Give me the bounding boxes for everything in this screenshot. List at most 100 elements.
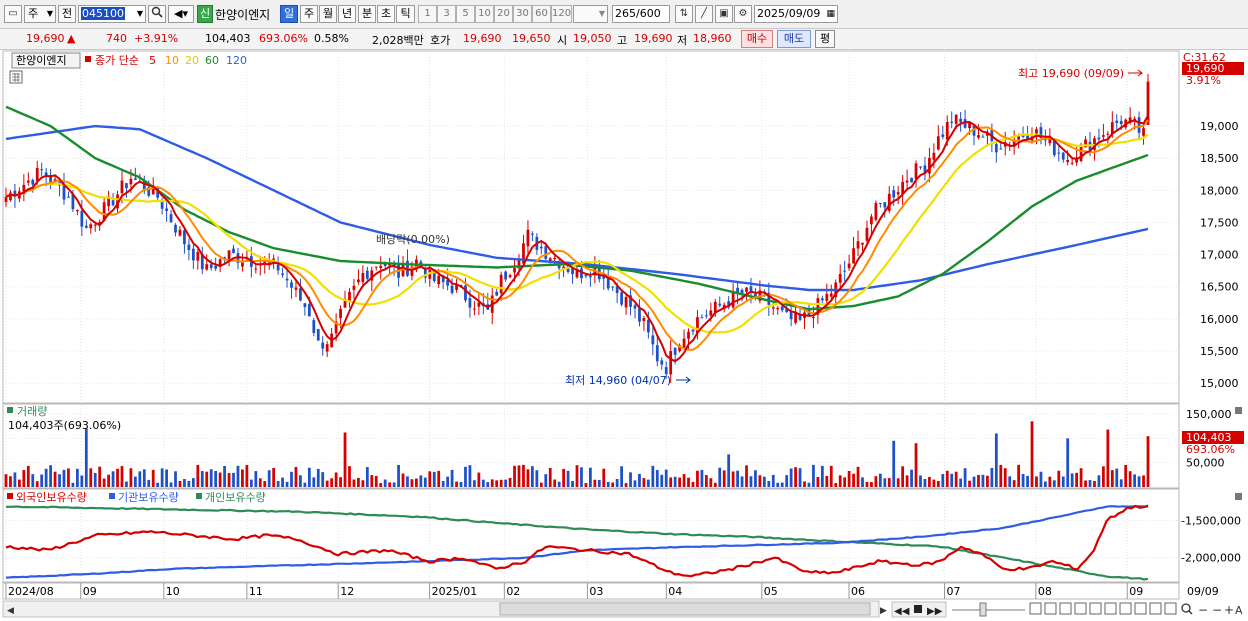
panel-close-icon[interactable] <box>1235 407 1242 414</box>
volume-bar <box>44 468 48 487</box>
period-tab-tick[interactable]: 틱 <box>396 5 415 23</box>
unit-20[interactable]: 20 <box>494 5 513 23</box>
sell-button[interactable]: 매도 <box>777 30 811 48</box>
scroll-right-icon[interactable]: ▶ <box>880 606 887 616</box>
volume-bar <box>575 465 579 487</box>
panel-close-icon[interactable] <box>1235 493 1242 500</box>
volume-bar <box>1093 480 1096 487</box>
candle-body <box>464 285 467 301</box>
unit-3[interactable]: 3 <box>437 5 456 23</box>
volume-bar <box>446 476 450 487</box>
prev-button[interactable]: 전 <box>58 5 76 23</box>
view-layout-icon[interactable] <box>1149 602 1162 615</box>
unit-30[interactable]: 30 <box>513 5 532 23</box>
calendar-icon: ▦ <box>826 9 835 19</box>
institution-legend-marker <box>109 493 115 499</box>
individual-legend-marker <box>196 493 202 499</box>
zoom-out-icon[interactable]: − <box>1198 603 1208 617</box>
view-export-icon[interactable] <box>1134 602 1147 615</box>
view-settings-icon[interactable] <box>1164 602 1177 615</box>
candle-body <box>776 307 780 310</box>
candle-body <box>642 318 646 322</box>
candle-body <box>1039 127 1043 139</box>
unit-120[interactable]: 120 <box>551 5 572 23</box>
volume-bar <box>129 468 133 487</box>
volume-bar <box>731 471 735 487</box>
chart-area[interactable]: 한양이엔지 종가 단순 5 10 20 60 120 19,00018,5001… <box>0 50 1248 621</box>
unit-10[interactable]: 10 <box>475 5 494 23</box>
volume-bar <box>789 468 793 487</box>
period-tab-year[interactable]: 년 <box>338 5 356 23</box>
rewind-icon[interactable]: ◀◀ <box>894 606 910 617</box>
volume-bar <box>321 472 325 487</box>
zoom-in-icon[interactable]: ⇅ <box>675 5 693 23</box>
speaker-icon[interactable]: ◀▾ <box>168 5 194 23</box>
candle-body <box>1066 160 1070 163</box>
candle-body <box>504 271 508 280</box>
volume-bar <box>258 478 262 487</box>
buy-button[interactable]: 매수 <box>741 30 773 48</box>
zoom-reset-icon[interactable]: − <box>1212 603 1222 617</box>
volume-bar <box>504 479 508 487</box>
candle-body <box>285 278 289 281</box>
candle-body <box>67 196 70 198</box>
view-print-icon[interactable] <box>1119 602 1132 615</box>
volume-bar <box>807 482 811 487</box>
candle-body <box>379 265 383 269</box>
volume-bar <box>307 467 311 487</box>
draw-tool-icon[interactable]: ╱ <box>695 5 713 23</box>
market-type-select[interactable]: 주 ▼ <box>24 5 56 23</box>
candle-body <box>901 181 905 195</box>
candle-body <box>437 275 441 285</box>
font-size-icon[interactable]: A <box>1235 604 1243 617</box>
scrollbar-thumb[interactable] <box>499 602 871 616</box>
stop-icon[interactable] <box>914 605 922 613</box>
unit-60[interactable]: 60 <box>532 5 551 23</box>
candle-body <box>629 295 632 307</box>
volume-bar <box>1003 468 1007 487</box>
candle-body <box>745 287 748 292</box>
save-icon[interactable]: ▣ <box>715 5 733 23</box>
period-tab-week[interactable]: 주 <box>300 5 318 23</box>
candle-body <box>361 272 365 283</box>
period-tab-month[interactable]: 월 <box>319 5 337 23</box>
candle-body <box>919 166 922 168</box>
zoom-in-icon[interactable]: + <box>1224 603 1234 617</box>
volume-bar <box>303 482 307 487</box>
view-single-icon[interactable] <box>1029 602 1042 615</box>
gear-icon[interactable]: ⚙ <box>734 5 752 23</box>
scroll-left-icon[interactable]: ◀ <box>7 606 14 616</box>
volume-bar <box>249 479 253 487</box>
view-multi-icon[interactable] <box>1074 602 1087 615</box>
zoom-slider-thumb[interactable] <box>979 602 987 617</box>
search-icon[interactable] <box>1181 603 1191 613</box>
search-icon[interactable] <box>148 5 166 23</box>
candle-body <box>1075 157 1079 163</box>
view-copy-icon[interactable] <box>1104 602 1117 615</box>
balance-button[interactable]: 평 <box>815 30 835 48</box>
volume-bar <box>508 477 512 487</box>
unit-1[interactable]: 1 <box>418 5 437 23</box>
forward-icon[interactable]: ▶▶ <box>927 606 943 617</box>
view-split-icon[interactable] <box>1044 602 1057 615</box>
unit-5[interactable]: 5 <box>456 5 475 23</box>
period-tab-second[interactable]: 초 <box>377 5 395 23</box>
count-input[interactable]: 265/600 <box>612 5 670 23</box>
unit-custom-select[interactable]: ▼ <box>573 5 608 23</box>
volume-bar <box>464 466 467 487</box>
period-tab-day[interactable]: 일 <box>280 5 298 23</box>
date-input[interactable]: 2025/09/09 ▦ <box>754 5 838 23</box>
candle-body <box>852 248 855 264</box>
candle-body <box>281 273 284 275</box>
period-tab-minute[interactable]: 분 <box>358 5 376 23</box>
view-grid-icon[interactable] <box>1089 602 1102 615</box>
view-compare-icon[interactable] <box>1059 602 1072 615</box>
volume-bar <box>620 466 623 487</box>
stock-legend-box[interactable] <box>11 52 81 69</box>
volume-bar <box>1084 480 1087 487</box>
volume-bar <box>780 482 784 487</box>
window-icon[interactable]: ▭ <box>4 5 22 23</box>
volume-bar <box>531 466 534 487</box>
candle-body <box>183 230 186 245</box>
stock-code-input[interactable]: 045100 ▼ <box>78 5 146 23</box>
